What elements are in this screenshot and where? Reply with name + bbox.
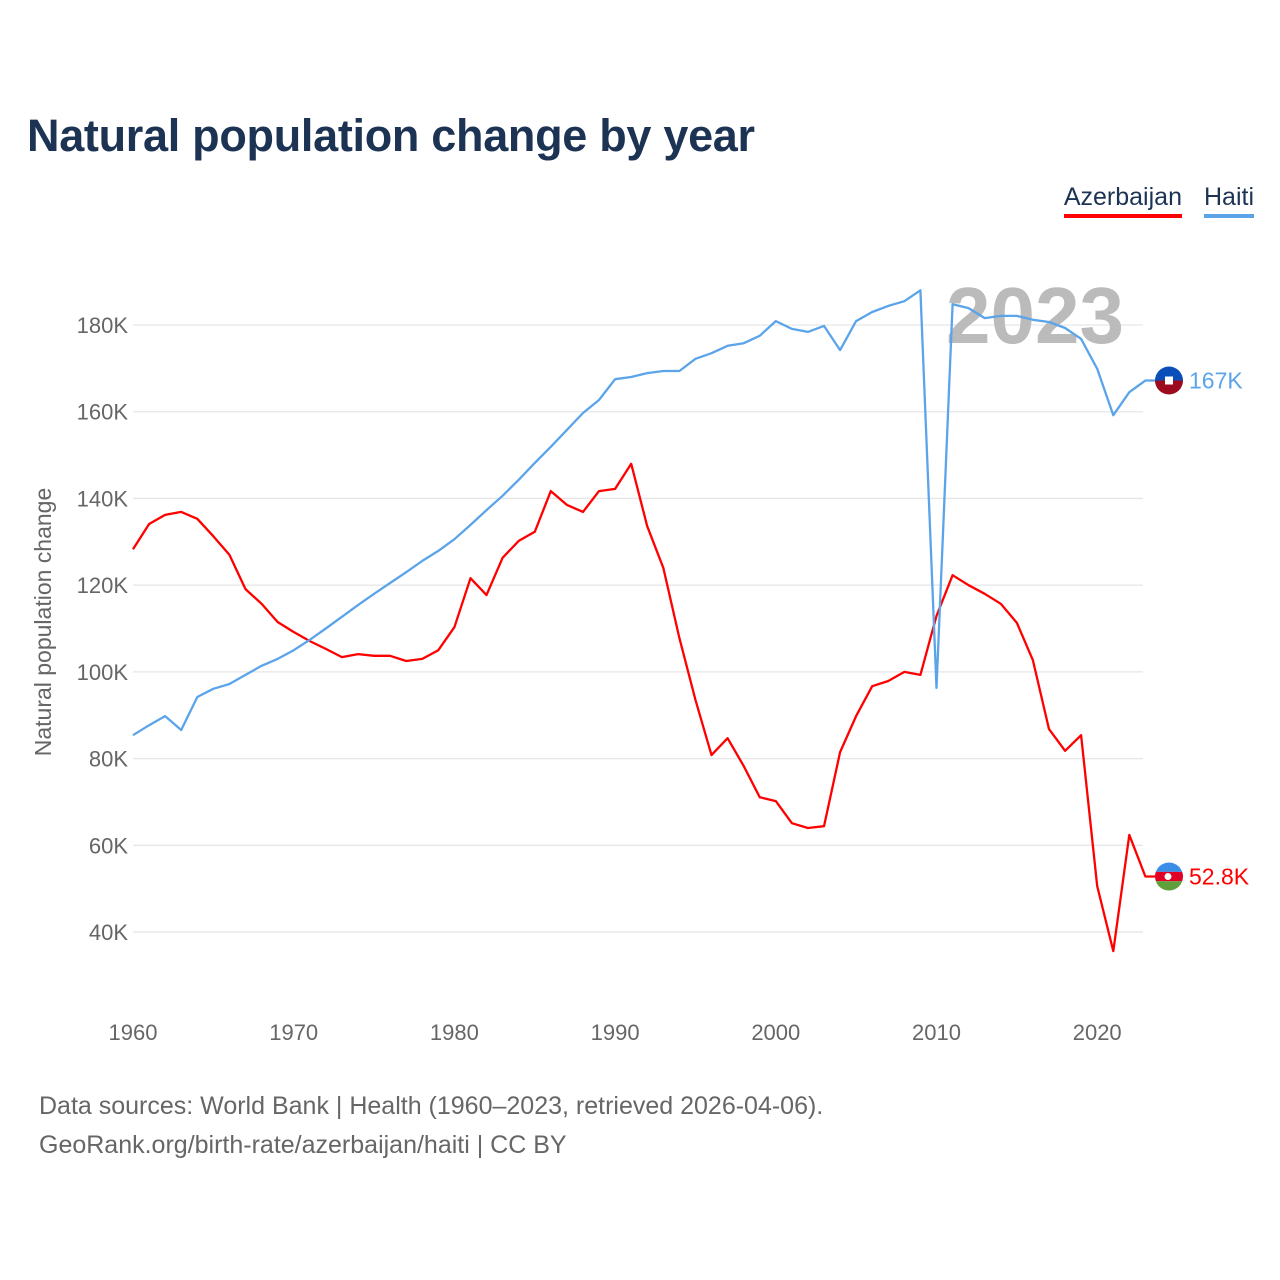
- source-link[interactable]: GeoRank.org/birth-rate/azerbaijan/haiti …: [39, 1131, 567, 1159]
- x-tick-label: 1970: [269, 1020, 318, 1045]
- legend-haiti[interactable]: Haiti: [1203, 183, 1254, 218]
- legend: Azerbaijan Haiti: [1063, 183, 1254, 218]
- x-tick-label: 1960: [109, 1020, 158, 1045]
- azerbaijan-flag-icon: [1155, 862, 1183, 891]
- y-tick-label: 80K: [89, 747, 128, 772]
- y-tick-label: 40K: [89, 920, 128, 945]
- end-value-label: 52.8K: [1189, 864, 1250, 890]
- series-line-azerbaijan: [132, 462, 1155, 953]
- y-tick-label: 60K: [89, 833, 128, 858]
- y-tick-label: 100K: [77, 660, 129, 685]
- x-tick-label: 2010: [912, 1020, 961, 1045]
- x-tick-label: 2000: [751, 1020, 800, 1045]
- year-watermark: 2023: [946, 271, 1124, 360]
- y-tick-label: 160K: [77, 400, 129, 425]
- end-value-label: 167K: [1189, 368, 1243, 394]
- y-tick-label: 140K: [77, 486, 129, 511]
- legend-azerbaijan[interactable]: Azerbaijan: [1063, 183, 1182, 218]
- haiti-flag-icon: [1155, 366, 1183, 395]
- source-text: Data sources: World Bank | Health (1960–…: [39, 1092, 824, 1120]
- chart-title: Natural population change by year: [27, 110, 755, 161]
- footer: Data sources: World Bank | Health (1960–…: [39, 1087, 823, 1165]
- x-tick-label: 1980: [430, 1020, 479, 1045]
- y-axis-label: Natural population change: [30, 488, 56, 757]
- y-tick-label: 180K: [77, 313, 129, 338]
- x-tick-label: 2020: [1073, 1020, 1122, 1045]
- x-tick-label: 1990: [591, 1020, 640, 1045]
- series-line-haiti: [132, 289, 1155, 737]
- y-tick-label: 120K: [77, 573, 129, 598]
